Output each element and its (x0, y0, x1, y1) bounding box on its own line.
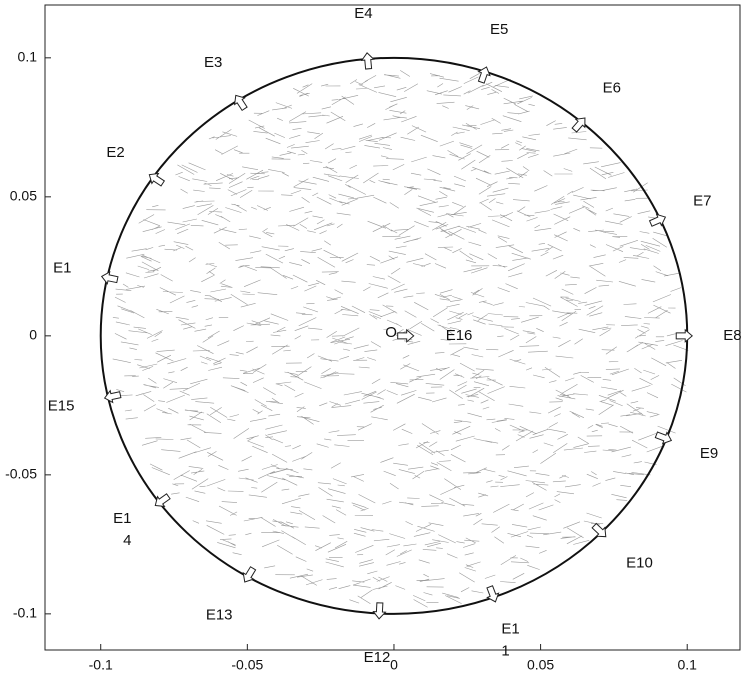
electrode-label-line: E15 (48, 397, 75, 414)
electrode-label-line: E2 (106, 144, 124, 161)
electrode-label: E1 (53, 260, 71, 277)
electrode-arrow (486, 585, 500, 603)
electrode-label: E6 (603, 80, 621, 97)
electrode-label: E2 (106, 144, 124, 161)
electrode-label: E8 (723, 327, 741, 344)
mesh-lines (112, 70, 689, 608)
electrode-arrow (242, 566, 257, 583)
electrode-label-line: 1 (501, 642, 509, 659)
electrode-arrow (675, 328, 693, 343)
electrode-label-line: E3 (204, 54, 222, 71)
electrode-label-line: E9 (700, 445, 718, 462)
electrode-label: E16 (446, 327, 473, 344)
electrode-label: E4 (354, 5, 372, 22)
electrode-arrow (654, 431, 673, 445)
electrode-arrow (100, 271, 119, 285)
electrode-label-line: 4 (123, 532, 131, 549)
electrode-label: E7 (693, 192, 711, 209)
electrode-label: E1 4 (113, 510, 131, 549)
x-tick-label: -0.05 (231, 657, 263, 673)
plot-frame (44, 4, 741, 651)
electrode-arrow (571, 117, 586, 133)
electrode-label-line: E1 (53, 260, 71, 277)
y-tick-label: 0.1 (18, 49, 38, 65)
x-tick-label: 0.05 (527, 657, 554, 673)
electrode-arrow (148, 172, 166, 187)
electrode-label: E5 (490, 21, 508, 38)
y-tick-label: -0.05 (5, 466, 37, 482)
y-tick-label: -0.1 (13, 605, 37, 621)
electrode-arrow (397, 328, 415, 343)
electrode-label-line: E16 (446, 327, 473, 344)
electrode-label: E9 (700, 445, 718, 462)
electrode-label-line: E7 (693, 192, 711, 209)
electrode-label: E3 (204, 54, 222, 71)
x-tick-label: 0 (390, 657, 398, 673)
electrode-label-line: E1 (501, 620, 519, 637)
electrode-arrow (372, 602, 387, 620)
electrode-label: E1 1 (501, 620, 519, 659)
electrode-arrow (477, 66, 491, 84)
x-tick-label: -0.1 (89, 657, 113, 673)
electrode-label-line: E6 (603, 80, 621, 97)
electrode-arrow (154, 493, 171, 507)
electrode-label-line: E1 (113, 510, 131, 527)
electrode-label: E10 (626, 554, 653, 571)
electrode-label-line: E12 (364, 649, 391, 666)
electrode-label: E12 (364, 649, 391, 666)
x-tick-label: 0.1 (677, 657, 697, 673)
electrode-arrow (360, 52, 375, 70)
electrode-label-line: E5 (490, 21, 508, 38)
mesh (112, 70, 689, 608)
electrode-arrow (648, 213, 667, 227)
electrode-label-line: E13 (206, 606, 233, 623)
electrode-label-line: E10 (626, 554, 653, 571)
electrode-label: E13 (206, 606, 233, 623)
y-tick-label: 0 (29, 327, 37, 343)
y-tick-label: 0.05 (10, 188, 37, 204)
electrode-label-line: E4 (354, 5, 372, 22)
electrode-arrow (103, 389, 122, 404)
electrode-arrow (591, 522, 607, 538)
center-marker: O (385, 324, 397, 341)
electrode-label: E15 (48, 397, 75, 414)
electrode-label-line: E8 (723, 327, 741, 344)
electrode-arrow (233, 94, 248, 112)
